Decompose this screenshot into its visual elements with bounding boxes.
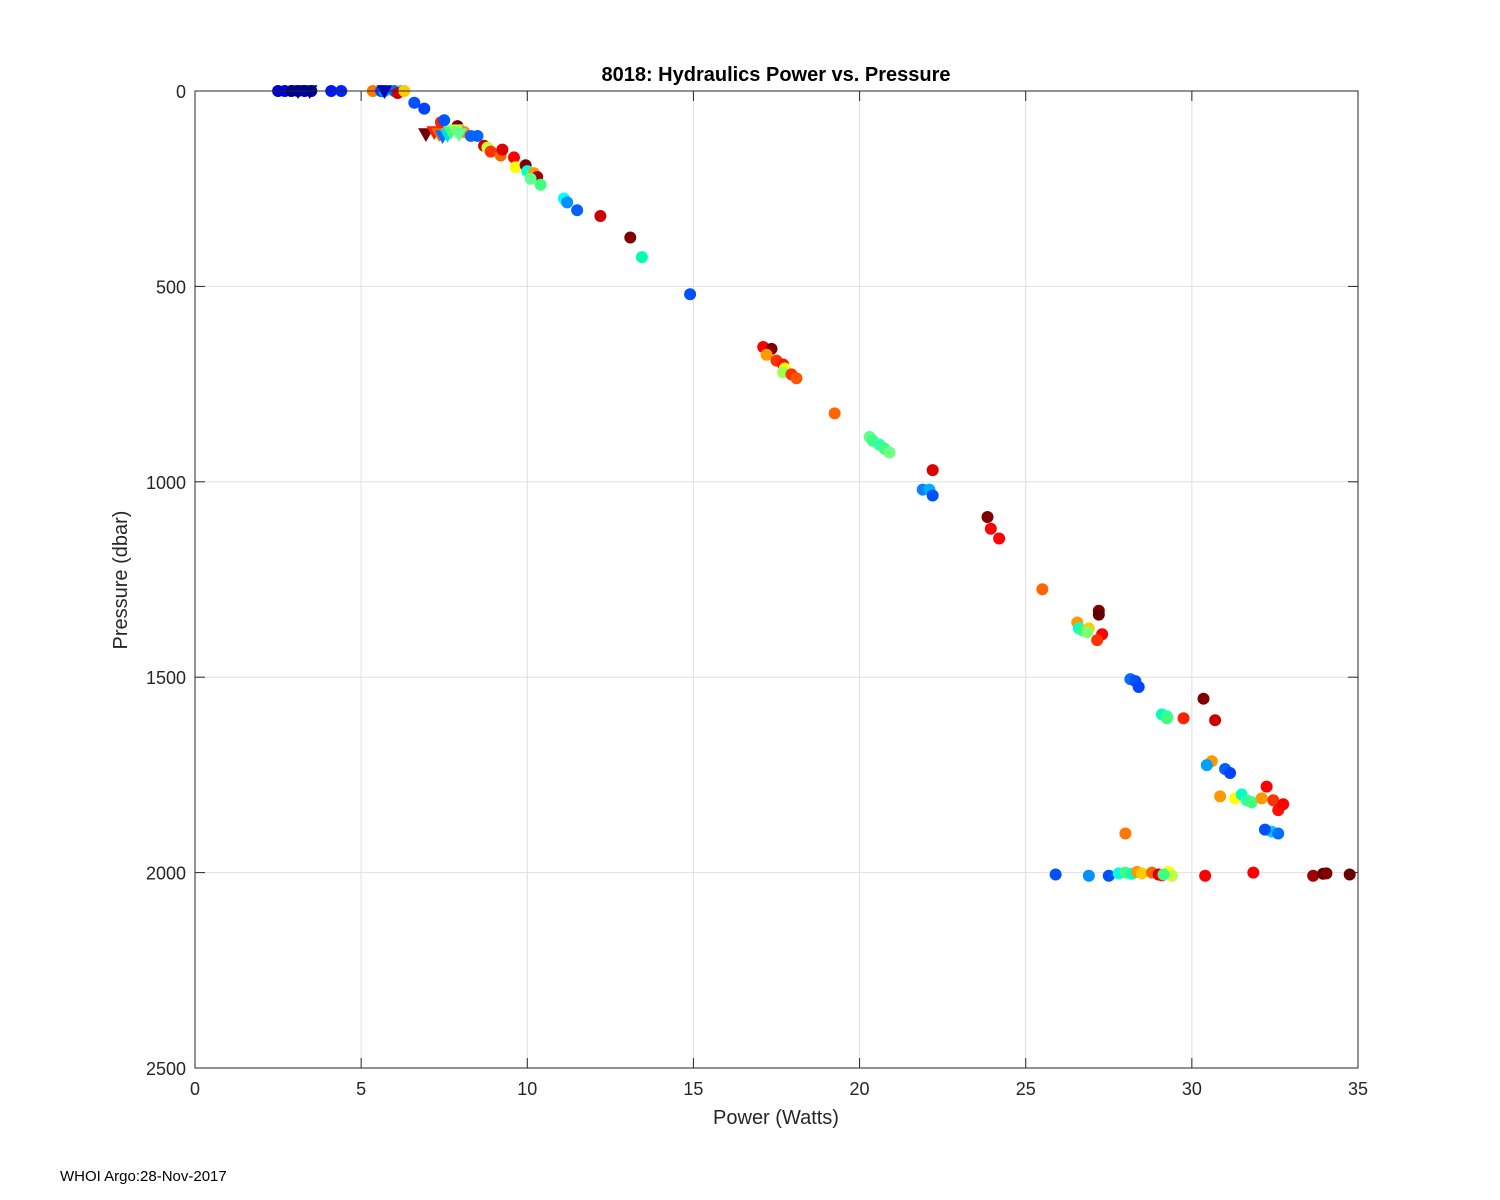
- data-point: [1082, 869, 1095, 882]
- points-layer: [272, 85, 1356, 882]
- data-point: [571, 204, 584, 217]
- data-point-triangle: [418, 128, 434, 142]
- data-point: [534, 178, 547, 191]
- data-point: [1247, 866, 1260, 879]
- x-tick-label: 15: [683, 1079, 703, 1099]
- data-point: [1224, 766, 1237, 779]
- data-point: [471, 129, 484, 142]
- data-point: [1160, 712, 1173, 725]
- data-point: [496, 143, 509, 156]
- data-point: [926, 489, 939, 502]
- data-point: [1119, 827, 1132, 840]
- x-tick-label: 25: [1016, 1079, 1036, 1099]
- data-point: [1049, 868, 1062, 881]
- data-point: [1157, 868, 1170, 881]
- chart-title: 8018: Hydraulics Power vs. Pressure: [601, 64, 950, 86]
- data-point: [524, 172, 537, 185]
- data-point: [984, 522, 997, 535]
- data-point: [418, 102, 431, 115]
- x-axis-label: Power (Watts): [713, 1107, 839, 1129]
- data-point: [438, 114, 451, 127]
- data-point: [1277, 798, 1290, 811]
- data-point: [1320, 867, 1333, 880]
- x-tick-label: 0: [190, 1079, 200, 1099]
- data-point: [1036, 583, 1049, 596]
- data-point: [1307, 869, 1320, 882]
- data-point: [1102, 869, 1115, 882]
- x-tick-label: 10: [517, 1079, 537, 1099]
- data-point: [1214, 790, 1227, 803]
- data-point: [507, 151, 520, 164]
- data-point: [981, 510, 994, 523]
- data-point: [1081, 626, 1094, 639]
- data-point: [1197, 692, 1210, 705]
- x-tick-label: 35: [1348, 1079, 1368, 1099]
- data-point: [828, 407, 841, 420]
- y-tick-label: 1500: [146, 668, 186, 688]
- data-point: [1200, 759, 1213, 772]
- data-point: [408, 96, 421, 109]
- data-point: [484, 145, 497, 158]
- footer-note: WHOI Argo:28-Nov-2017: [60, 1168, 227, 1185]
- data-point: [624, 231, 637, 244]
- y-tick-label: 2000: [146, 864, 186, 884]
- y-tick-label: 0: [176, 82, 186, 102]
- data-point: [1267, 794, 1280, 807]
- data-point: [684, 288, 697, 301]
- data-point: [1272, 827, 1285, 840]
- ticks-layer: 0 5 10 15 20 25 30 35 0 500 1000 1500 2000 2500: [146, 82, 1368, 1099]
- data-point: [1209, 714, 1222, 727]
- x-tick-label: 20: [850, 1079, 870, 1099]
- data-point: [926, 464, 939, 477]
- data-point: [1258, 823, 1271, 836]
- y-tick-label: 2500: [146, 1059, 186, 1079]
- data-point: [594, 210, 607, 223]
- data-point: [1091, 634, 1104, 647]
- data-point-triangle: [301, 85, 318, 100]
- data-point: [1199, 869, 1212, 882]
- data-point: [1245, 796, 1258, 809]
- plot-frame: [194, 90, 1359, 1069]
- y-tick-label: 1000: [146, 473, 186, 493]
- data-point: [1177, 712, 1190, 725]
- data-point-triangle: [376, 85, 393, 100]
- data-point-triangle: [451, 128, 468, 142]
- data-point: [760, 348, 773, 361]
- data-point: [1343, 868, 1356, 881]
- data-point: [883, 446, 896, 459]
- data-point: [1132, 680, 1145, 693]
- data-point: [1255, 792, 1268, 805]
- x-tick-label: 30: [1182, 1079, 1202, 1099]
- data-point: [1260, 780, 1273, 793]
- data-point: [993, 532, 1006, 545]
- data-point: [790, 372, 803, 385]
- plot-area: [195, 91, 1358, 1068]
- data-point-triangle: [290, 85, 306, 100]
- data-point: [1136, 867, 1149, 880]
- data-point: [635, 251, 648, 264]
- data-point: [1092, 608, 1105, 621]
- data-point: [561, 196, 574, 209]
- y-tick-label: 500: [156, 277, 186, 297]
- x-tick-label: 5: [356, 1079, 366, 1099]
- data-point: [509, 161, 522, 174]
- y-axis-label: Pressure (dbar): [110, 511, 132, 650]
